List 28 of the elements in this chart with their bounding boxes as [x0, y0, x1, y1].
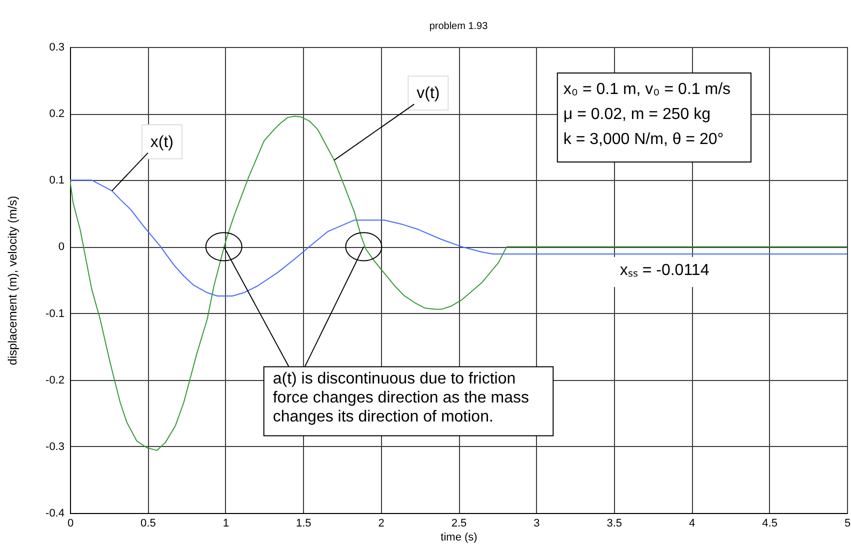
y-axis-title: displacement (m), velocity (m/s): [6, 196, 20, 366]
x-tick-label: 2: [378, 518, 384, 530]
x-tick-label: 1: [222, 518, 229, 530]
x-tick-label: 4.5: [762, 518, 778, 530]
text: x(t): [150, 134, 174, 151]
annotation: x₀ = 0.1 m, v₀ = 0.1 m/s μ = 0.02, m = 250 kg k = 3,000 N/m, θ = 20°: [563, 81, 731, 148]
y-tick-label: 0.2: [49, 108, 64, 120]
y-tick-label: 0.1: [49, 174, 64, 187]
y-tick-label: -0.4: [46, 508, 64, 520]
y-tick-label: 0.3: [49, 42, 64, 54]
x-tick-label: 3: [534, 518, 540, 530]
x-tick-label: 3.5: [606, 518, 622, 530]
x-tick-label: 2.5: [451, 518, 467, 530]
line-series: [70, 180, 847, 296]
y-tick-label: 0: [58, 241, 64, 254]
x-tick-label: 0: [67, 518, 74, 530]
y-tick-label: -0.1: [46, 308, 64, 320]
text: v(t): [416, 85, 440, 102]
y-tick-label: -0.2: [46, 374, 64, 386]
x-tick-label: 5: [844, 518, 851, 530]
x-axis-title: time (s): [440, 532, 478, 544]
annotation: a(t) is discontinuous due to friction force changes direction as the mass changes its direction of motion.: [272, 370, 529, 426]
x-tick-label: 1.5: [296, 518, 312, 530]
y-tick-label: -0.3: [46, 440, 64, 453]
x-tick-label: 4: [689, 518, 696, 530]
x-tick-label: 0.5: [140, 518, 156, 530]
chart-title: problem 1.93: [429, 21, 488, 32]
annotation: xₛₛ = -0.0114: [620, 262, 710, 280]
